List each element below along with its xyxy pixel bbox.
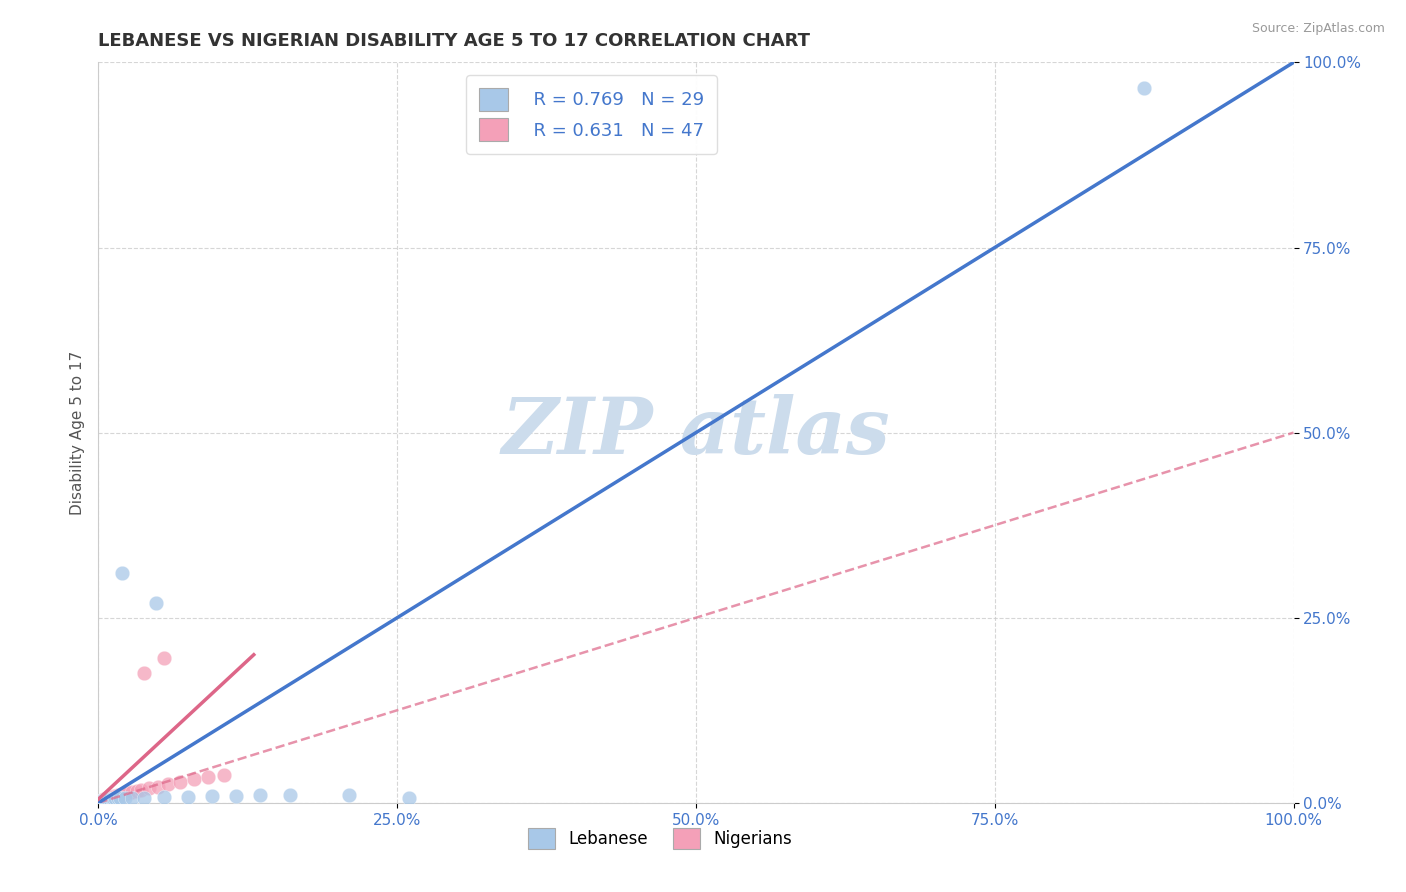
Point	[107, 789, 129, 803]
Point	[121, 790, 143, 805]
Point	[96, 791, 118, 805]
Point	[90, 794, 112, 808]
Point	[114, 787, 136, 801]
Point	[91, 793, 114, 807]
Point	[138, 780, 160, 795]
Point	[100, 792, 122, 806]
Point	[1133, 81, 1156, 95]
Point	[89, 794, 111, 808]
Point	[117, 786, 139, 800]
Point	[98, 790, 121, 805]
Point	[98, 790, 122, 805]
Point	[91, 793, 114, 807]
Point	[125, 784, 148, 798]
Point	[93, 793, 115, 807]
Point	[132, 666, 155, 681]
Point	[121, 785, 143, 799]
Point	[96, 793, 118, 807]
Text: LEBANESE VS NIGERIAN DISABILITY AGE 5 TO 17 CORRELATION CHART: LEBANESE VS NIGERIAN DISABILITY AGE 5 TO…	[98, 32, 810, 50]
Point	[89, 794, 111, 808]
Point	[278, 789, 301, 803]
Point	[114, 790, 136, 805]
Point	[94, 792, 117, 806]
Point	[145, 596, 167, 610]
Point	[108, 791, 131, 805]
Point	[148, 780, 170, 794]
Point	[93, 792, 115, 806]
Point	[108, 789, 131, 803]
Point	[197, 770, 219, 784]
Point	[105, 789, 128, 804]
Point	[153, 789, 176, 804]
Point	[96, 791, 118, 805]
Point	[339, 789, 361, 803]
Point	[98, 790, 121, 805]
Point	[249, 789, 271, 803]
Point	[91, 794, 114, 808]
Point	[96, 791, 118, 805]
Point	[212, 767, 235, 781]
Point	[97, 793, 120, 807]
Point	[90, 794, 112, 808]
Point	[107, 791, 129, 805]
Point	[111, 566, 134, 581]
Y-axis label: Disability Age 5 to 17: Disability Age 5 to 17	[69, 351, 84, 515]
Point	[107, 789, 129, 803]
Point	[398, 790, 420, 805]
Point	[156, 777, 179, 791]
Point	[98, 792, 122, 806]
Point	[94, 792, 117, 806]
Point	[101, 792, 124, 806]
Point	[103, 789, 125, 804]
Point	[89, 794, 111, 808]
Point	[131, 783, 153, 797]
Point	[201, 789, 224, 804]
Point	[183, 772, 205, 786]
Point	[111, 788, 134, 802]
Point	[98, 789, 122, 804]
Point	[94, 794, 117, 808]
Point	[94, 792, 117, 806]
Point	[153, 651, 176, 665]
Legend: Lebanese, Nigerians: Lebanese, Nigerians	[520, 820, 800, 857]
Point	[101, 789, 124, 804]
Point	[93, 794, 115, 808]
Point	[93, 793, 115, 807]
Point	[97, 791, 120, 805]
Point	[100, 789, 122, 804]
Point	[91, 794, 114, 808]
Point	[91, 793, 114, 807]
Point	[97, 791, 120, 805]
Point	[98, 793, 121, 807]
Point	[225, 789, 247, 804]
Point	[91, 794, 114, 808]
Point	[169, 775, 191, 789]
Point	[177, 789, 200, 804]
Point	[97, 790, 120, 805]
Point	[91, 794, 114, 808]
Point	[132, 790, 155, 805]
Point	[91, 794, 114, 808]
Text: ZIP atlas: ZIP atlas	[502, 394, 890, 471]
Text: Source: ZipAtlas.com: Source: ZipAtlas.com	[1251, 22, 1385, 36]
Point	[104, 789, 127, 804]
Point	[103, 792, 125, 806]
Point	[90, 794, 112, 808]
Point	[104, 791, 127, 805]
